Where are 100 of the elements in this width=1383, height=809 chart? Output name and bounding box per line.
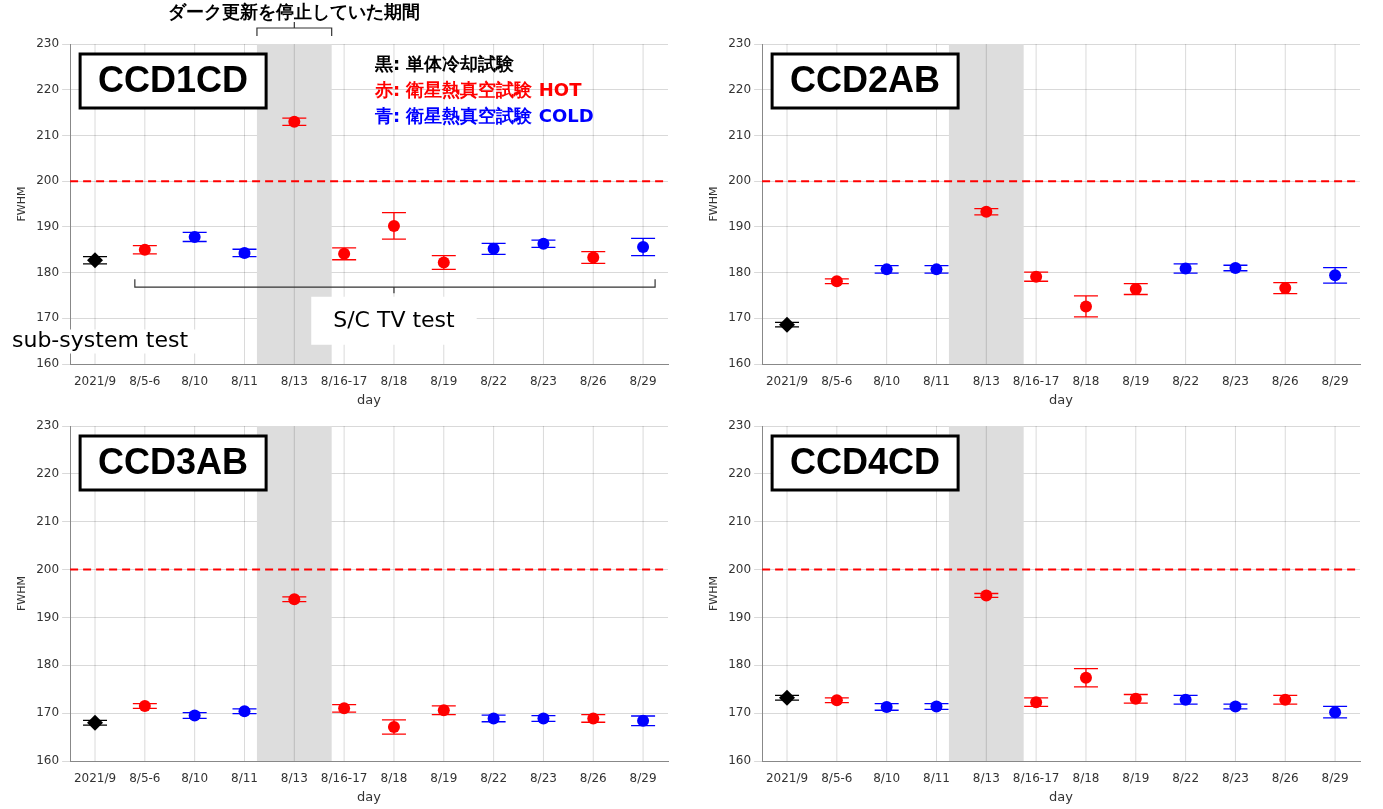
x-tick-label: 8/26 — [579, 374, 607, 389]
y-tick-label: 170 — [36, 310, 60, 325]
point — [238, 705, 251, 718]
point — [487, 242, 500, 255]
point — [830, 275, 843, 288]
y-tick-label: 180 — [728, 657, 752, 672]
point — [87, 714, 104, 731]
y-tick-label: 170 — [36, 705, 60, 720]
chart-title: CCD2AB — [790, 58, 941, 100]
point — [779, 689, 796, 706]
y-tick-label: 160 — [36, 753, 60, 768]
y-tick-label: 200 — [36, 173, 60, 188]
x-axis-title: day — [357, 391, 382, 407]
x-tick-label: 8/19 — [1122, 771, 1150, 786]
x-tick-label: 8/16-17 — [1012, 771, 1060, 786]
point — [288, 593, 301, 606]
x-tick-label: 8/5-6 — [129, 771, 161, 786]
y-tick-label: 200 — [728, 173, 752, 188]
x-tick-label: 2021/9 — [765, 771, 809, 786]
y-tick-label: 160 — [728, 356, 752, 371]
point — [930, 263, 943, 276]
point — [1079, 671, 1092, 684]
x-tick-label: 8/16-17 — [320, 374, 368, 389]
y-tick-label: 160 — [36, 356, 60, 371]
y-tick-label: 170 — [728, 310, 752, 325]
y-tick-label: 230 — [728, 418, 752, 433]
x-tick-label: 8/29 — [1321, 374, 1349, 389]
x-tick-label: 8/16-17 — [1012, 374, 1060, 389]
y-tick-label: 200 — [728, 561, 752, 576]
point — [537, 237, 550, 250]
y-tick-label: 190 — [36, 218, 60, 233]
x-tick-label: 2021/9 — [73, 771, 117, 786]
x-tick-label: 8/23 — [1221, 771, 1249, 786]
point — [238, 246, 251, 259]
point — [87, 252, 104, 269]
point — [138, 699, 151, 712]
y-tick-label: 220 — [36, 465, 60, 480]
point — [880, 263, 893, 276]
x-tick-label: 8/26 — [1271, 374, 1299, 389]
y-tick-label: 230 — [36, 36, 60, 51]
x-tick-label: 8/5-6 — [821, 771, 853, 786]
point — [288, 115, 301, 128]
point — [188, 230, 201, 243]
chart-title: CCD4CD — [790, 440, 941, 482]
point — [338, 702, 351, 715]
band-label: ダーク更新を停止していた期間 — [168, 0, 421, 22]
point — [437, 256, 450, 269]
x-tick-label: 8/19 — [430, 374, 458, 389]
annotation: 赤: 衛星熱真空試験 HOT — [374, 78, 583, 100]
point — [138, 243, 151, 256]
x-tick-label: 8/23 — [1221, 374, 1249, 389]
x-tick-label: 8/16-17 — [320, 771, 368, 786]
y-axis-title: FWHM — [15, 576, 29, 611]
y-tick-label: 210 — [728, 513, 752, 528]
point — [1229, 700, 1242, 713]
x-tick-label: 8/29 — [629, 771, 657, 786]
x-axis-title: day — [357, 788, 382, 804]
annotation: S/C TV test — [333, 306, 456, 332]
point — [637, 240, 650, 253]
annotation: 黒: 単体冷却試験 — [374, 52, 516, 74]
x-tick-label: 8/22 — [1172, 771, 1200, 786]
x-tick-label: 8/13 — [972, 771, 1000, 786]
y-tick-label: 190 — [728, 609, 752, 624]
x-tick-label: 8/13 — [972, 374, 1000, 389]
x-tick-label: 8/10 — [873, 771, 901, 786]
point — [1329, 269, 1342, 282]
point — [637, 714, 650, 727]
x-tick-label: 8/11 — [231, 771, 258, 786]
y-tick-label: 210 — [728, 127, 752, 142]
point — [1229, 262, 1242, 274]
x-tick-label: 8/18 — [380, 374, 408, 389]
point — [387, 721, 400, 734]
x-tick-label: 8/13 — [280, 374, 308, 389]
annotation: sub-system test — [12, 327, 189, 353]
x-tick-label: 8/22 — [480, 771, 508, 786]
y-tick-label: 220 — [728, 465, 752, 480]
y-tick-label: 180 — [36, 264, 60, 279]
y-tick-label: 210 — [36, 127, 60, 142]
y-tick-label: 200 — [36, 561, 60, 576]
point — [1030, 696, 1043, 709]
chart-title: CCD1CD — [98, 58, 249, 100]
point — [1079, 300, 1092, 313]
x-tick-label: 8/29 — [629, 374, 657, 389]
y-tick-label: 190 — [36, 609, 60, 624]
point — [487, 712, 500, 725]
y-tick-label: 210 — [36, 513, 60, 528]
x-tick-label: 8/5-6 — [821, 374, 853, 389]
point — [188, 709, 201, 722]
x-tick-label: 8/19 — [430, 771, 458, 786]
y-tick-label: 230 — [36, 418, 60, 433]
point — [980, 205, 993, 218]
y-tick-label: 220 — [36, 81, 60, 96]
point — [387, 219, 400, 232]
x-tick-label: 2021/9 — [73, 374, 117, 389]
x-axis-title: day — [1049, 391, 1074, 407]
point — [1279, 693, 1292, 706]
point — [1030, 270, 1043, 283]
y-tick-label: 160 — [728, 753, 752, 768]
x-axis-title: day — [1049, 788, 1074, 804]
point — [1179, 693, 1192, 706]
